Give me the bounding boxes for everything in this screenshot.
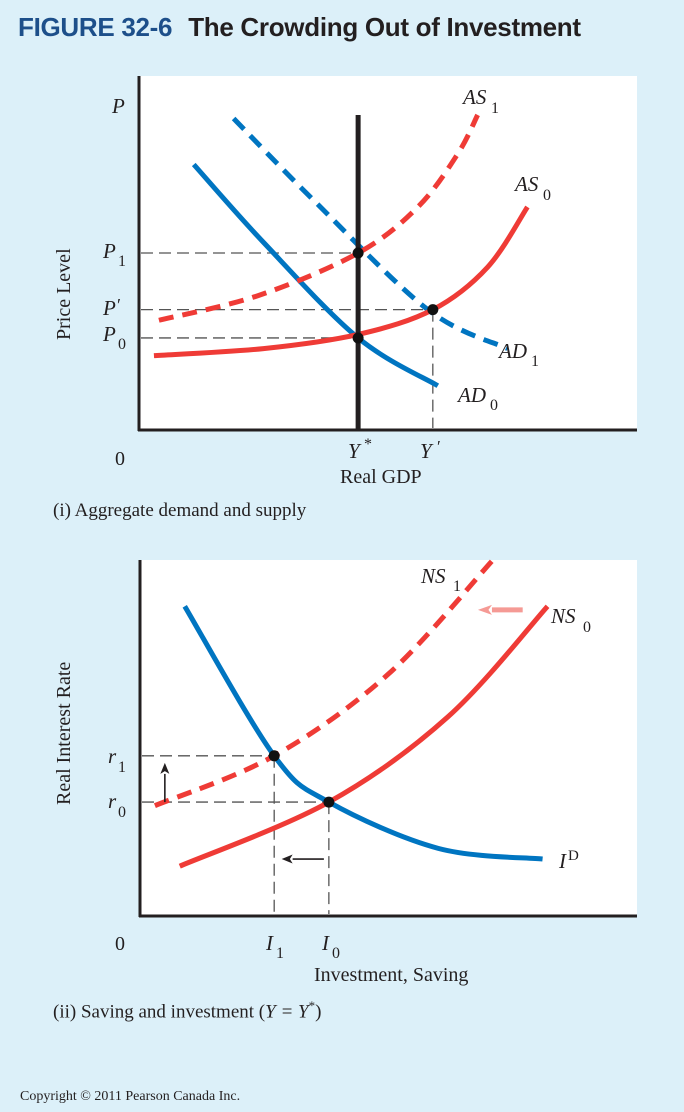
equilibrium-points — [352, 247, 439, 344]
y-tick-p-prime: P ′ — [102, 295, 121, 320]
x-tick-y-star: Y * — [348, 436, 372, 463]
investment-fall-arrow — [281, 854, 324, 864]
x-axis-label: Investment, Saving — [314, 964, 468, 986]
caption-close: ) — [315, 1001, 322, 1023]
origin-label: 0 — [115, 448, 125, 470]
x-tick-y-prime: Y ′ — [420, 437, 441, 463]
origin-label: 0 — [115, 933, 125, 955]
y-tick-sub: 0 — [118, 804, 126, 821]
y-tick-sub: 1 — [118, 759, 126, 776]
figure-title: The Crowding Out of Investment — [188, 12, 581, 42]
shift-arrows — [160, 604, 523, 864]
label-main: NS — [550, 604, 576, 628]
curve-ad-1 — [231, 116, 509, 351]
equilibrium-points — [268, 750, 335, 808]
y-tick-p0: P 0 — [102, 322, 126, 353]
label-sub: 0 — [490, 397, 498, 414]
y-tick-main: P — [102, 296, 116, 320]
y-tick-p1: P 1 — [102, 239, 126, 270]
caption-superscript: * — [308, 998, 316, 1013]
y-tick-main: r — [108, 744, 117, 768]
arrow-head — [281, 854, 293, 864]
y-tick-main: r — [108, 789, 117, 813]
label-sub: 1 — [453, 578, 461, 595]
caption-panel-ii: (ii) Saving and investment (Y = Y*) — [53, 998, 321, 1023]
y-axis-letter: P — [111, 94, 125, 118]
shift-arrow-NS — [477, 604, 523, 615]
guide-lines — [142, 755, 330, 914]
x-tick-sup: ′ — [437, 437, 441, 456]
curve-ad-0 — [191, 162, 440, 388]
x-tick-sub: 0 — [332, 945, 340, 962]
equilibrium-point-e1 — [352, 247, 364, 259]
y-tick-sub: 1 — [118, 253, 126, 270]
curve-label-id: I D — [558, 848, 579, 873]
x-tick-sub: 1 — [276, 945, 284, 962]
ad-as-diagram: P Price Level 0 P 1 P ′ P 0 Y * Y ′ Real… — [53, 76, 637, 488]
caption-panel-i: (i) Aggregate demand and supply — [53, 500, 307, 521]
label-sub: 0 — [583, 619, 591, 636]
label-main: NS — [420, 564, 446, 588]
x-tick-main: I — [321, 931, 330, 955]
equilibrium-point-e0 — [323, 796, 335, 808]
equilibrium-point-e0 — [352, 332, 364, 344]
label-sub: 0 — [543, 187, 551, 204]
y-tick-r0: r 0 — [108, 789, 126, 821]
x-axis-label: Real GDP — [340, 466, 422, 488]
y-tick-prime: ′ — [117, 295, 121, 315]
y-axis-label: Price Level — [53, 248, 75, 340]
y-axis-label: Real Interest Rate — [53, 662, 75, 805]
curve-label-ad0: AD 0 — [456, 383, 498, 414]
y-tick-r1: r 1 — [108, 744, 126, 776]
curve-ns-1 — [153, 558, 495, 808]
figure-number: FIGURE 32-6 — [18, 12, 173, 42]
rate-rise-arrow — [160, 762, 170, 803]
curves — [153, 113, 530, 430]
label-main: I — [558, 849, 567, 873]
label-main: AD — [456, 383, 486, 407]
x-tick-i0: I 0 — [321, 931, 340, 962]
x-tick-i1: I 1 — [265, 931, 284, 962]
x-tick-sup: * — [364, 436, 372, 453]
y-tick-main: P — [102, 322, 116, 346]
curve-label-ns0: NS 0 — [550, 604, 591, 636]
equilibrium-point-e1 — [268, 750, 280, 762]
y-tick-main: P — [102, 239, 116, 263]
x-tick-main: Y — [420, 439, 434, 463]
label-sub: 1 — [531, 353, 539, 370]
x-tick-main: Y — [348, 439, 362, 463]
label-sub: 1 — [491, 100, 499, 117]
curve-label-as1: AS 1 — [461, 85, 499, 117]
curve-label-ad1: AD 1 — [497, 339, 539, 370]
plot-area — [139, 560, 637, 916]
curve-ns-0 — [178, 604, 550, 869]
caption-text: (ii) Saving and investment ( — [53, 1001, 266, 1023]
x-tick-main: I — [265, 931, 274, 955]
y-tick-sub: 0 — [118, 336, 126, 353]
label-main: AS — [513, 172, 539, 196]
figure-header: FIGURE 32-6 The Crowding Out of Investmen… — [18, 12, 581, 43]
arrow-head — [160, 762, 170, 774]
label-main: AS — [461, 85, 487, 109]
copyright-notice: Copyright © 2011 Pearson Canada Inc. — [20, 1089, 241, 1104]
saving-investment-diagram: Real Interest Rate 0 r 1 r 0 I 1 I 0 Inv… — [53, 558, 637, 986]
label-sup: D — [568, 848, 579, 864]
curve-as-0 — [153, 205, 530, 359]
arrow-head — [477, 604, 492, 615]
curve-as-1 — [158, 113, 480, 323]
curve-label-as0: AS 0 — [513, 172, 551, 204]
curve-label-ns1: NS 1 — [420, 564, 461, 595]
equilibrium-point-e-prime — [427, 304, 439, 316]
caption-equation: Y = Y — [265, 1001, 309, 1023]
label-main: AD — [497, 339, 527, 363]
